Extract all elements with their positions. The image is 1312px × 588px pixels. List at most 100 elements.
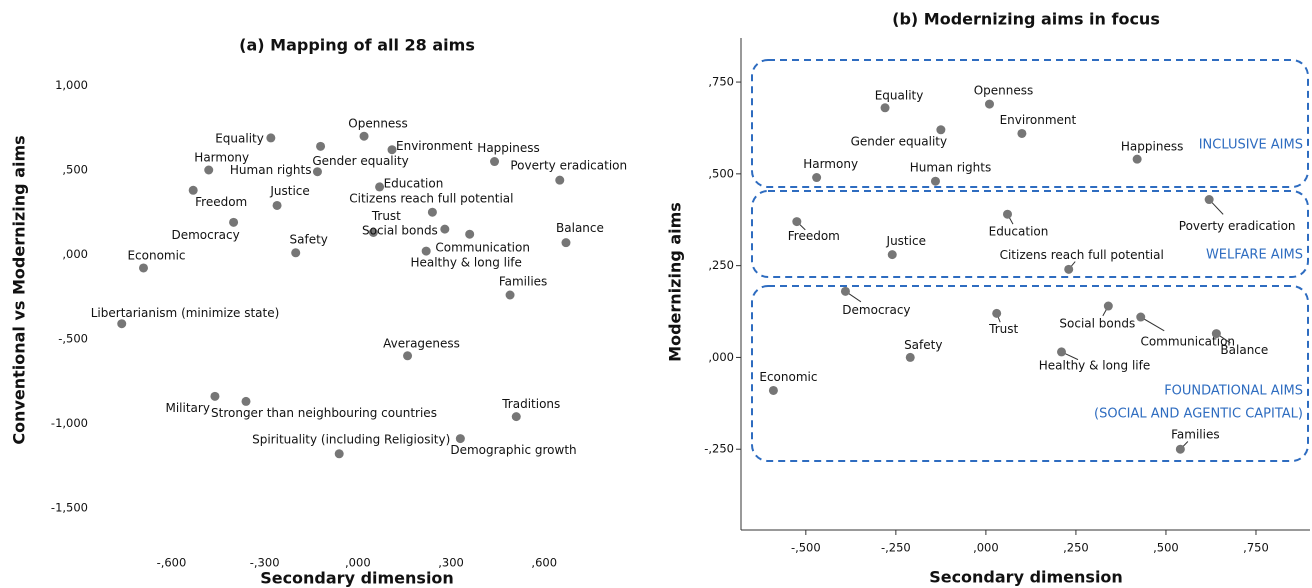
point: [984, 99, 994, 109]
point-label: Balance: [1220, 343, 1268, 357]
point-label: Harmony: [194, 151, 249, 165]
x-tick-label: ,500: [1153, 541, 1179, 555]
point-label: Environment: [1000, 113, 1077, 127]
point: [229, 217, 239, 227]
point-label: Averageness: [383, 336, 460, 350]
point: [880, 103, 890, 113]
point-label: Social bonds: [1059, 317, 1135, 331]
point: [117, 319, 127, 329]
point-label: Families: [499, 275, 547, 289]
point-label: Justice: [886, 234, 926, 248]
point-label: Safety: [904, 338, 942, 352]
point: [138, 263, 148, 273]
point-label: Healthy & long life: [410, 256, 521, 270]
point: [188, 185, 198, 195]
point-label: Education: [989, 225, 1049, 239]
point-label: Citizens reach full potential: [349, 192, 513, 206]
point: [1103, 301, 1113, 311]
point-label: Equality: [215, 131, 264, 145]
point: [403, 351, 413, 361]
y-tick-label: ,500: [62, 163, 88, 177]
point-label: Openness: [348, 117, 408, 131]
point: [840, 286, 850, 296]
point: [1175, 444, 1185, 454]
point: [768, 385, 778, 395]
point-label: Poverty eradication: [1179, 219, 1296, 233]
leader-line: [1140, 316, 1165, 332]
point-label: Democracy: [171, 228, 239, 242]
point: [210, 391, 220, 401]
point: [936, 125, 946, 135]
annotation: FOUNDATIONAL AIMS: [1164, 384, 1303, 399]
point-label: Spirituality (including Religiosity): [252, 432, 450, 446]
point-label: Human rights: [230, 163, 312, 177]
point: [272, 200, 282, 210]
y-tick-label: ,000: [708, 350, 734, 364]
point: [312, 167, 322, 177]
y-tick-label: -,500: [58, 331, 88, 345]
x-tick-label: ,300: [438, 556, 464, 570]
point: [1064, 264, 1074, 274]
point-label: Gender equality: [851, 134, 947, 148]
x-tick-label: -,300: [250, 556, 280, 570]
x-tick-label: ,000: [345, 556, 371, 570]
point-label: Freedom: [788, 229, 840, 243]
point-label: Economic: [127, 248, 185, 262]
point: [427, 207, 437, 217]
point-label: Safety: [290, 232, 328, 246]
point: [887, 250, 897, 260]
welfare-box: [751, 190, 1309, 278]
point-label: Education: [384, 176, 444, 190]
point: [266, 133, 276, 143]
point: [905, 352, 915, 362]
point-label: Demographic growth: [450, 443, 576, 457]
point-label: Harmony: [803, 157, 858, 171]
point: [241, 396, 251, 406]
point: [334, 449, 344, 459]
annotation: (SOCIAL AND AGENTIC CAPITAL): [1094, 407, 1303, 422]
annotation: WELFARE AIMS: [1206, 248, 1303, 263]
group-boxes: [751, 59, 1309, 462]
point-label: Gender equality: [312, 154, 408, 168]
y-axis-title: Conventional vs Modernizing aims: [10, 135, 29, 444]
point: [992, 308, 1002, 318]
point: [1211, 329, 1221, 339]
y-tick-label: -1,000: [51, 416, 88, 430]
point: [375, 182, 385, 192]
point: [368, 228, 378, 237]
point-label: Equality: [875, 88, 924, 102]
point: [387, 145, 397, 155]
point: [1017, 128, 1027, 138]
point-label: Economic: [759, 370, 817, 384]
point: [440, 224, 450, 234]
point: [511, 412, 521, 422]
point: [455, 434, 465, 444]
point: [316, 141, 326, 151]
point: [1057, 347, 1067, 357]
x-tick-label: ,600: [531, 556, 557, 570]
point: [1132, 154, 1142, 164]
y-tick-label: -,250: [704, 442, 734, 456]
x-axis-title: Secondary dimension: [929, 568, 1123, 587]
x-tick-label: ,000: [973, 541, 999, 555]
annotation: INCLUSIVE AIMS: [1199, 138, 1303, 153]
point: [291, 248, 301, 258]
x-tick-label: ,250: [1063, 541, 1089, 555]
y-tick-label: 1,000: [55, 78, 88, 92]
point-label: Openness: [974, 84, 1034, 98]
point: [1204, 195, 1214, 205]
point: [465, 229, 475, 239]
y-tick-label: ,000: [62, 247, 88, 261]
y-axis-title: Modernizing aims: [666, 202, 685, 362]
point-label: Trust: [988, 322, 1018, 336]
point-label: Communication: [1140, 335, 1235, 349]
point: [930, 176, 940, 186]
point: [421, 246, 431, 256]
x-axis-title: Secondary dimension: [260, 569, 454, 588]
point-label: Citizens reach full potential: [1000, 248, 1164, 262]
point-label: Balance: [556, 221, 604, 235]
point: [812, 173, 822, 183]
point: [555, 175, 565, 185]
x-tick-label: -,600: [157, 556, 187, 570]
